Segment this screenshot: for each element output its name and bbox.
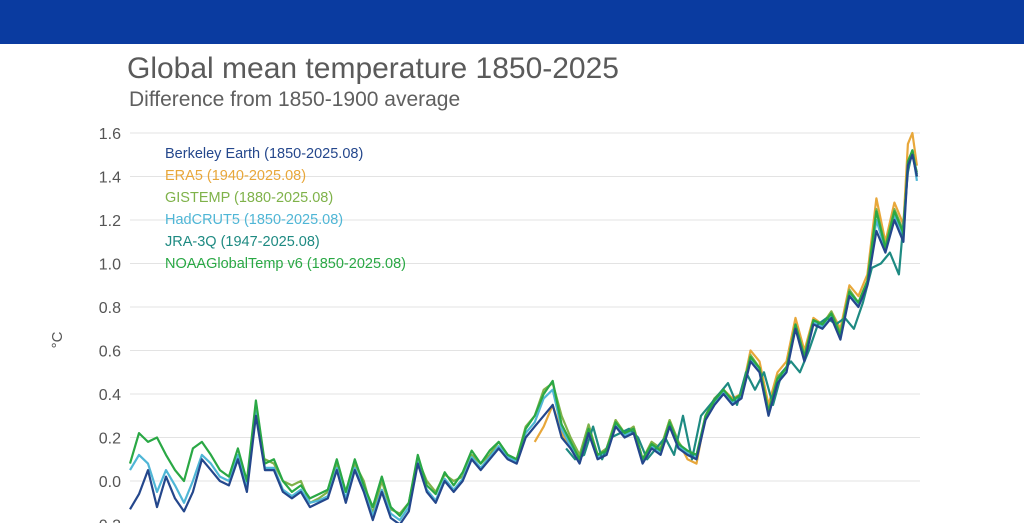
y-tick-label: 0.0 <box>99 474 121 491</box>
y-tick-label: 1.4 <box>99 170 121 187</box>
series-line-5 <box>128 149 918 517</box>
legend-entry: ERA5 (1940-2025.08) <box>165 168 306 184</box>
grid <box>130 132 920 482</box>
y-tick-label: 1.6 <box>99 126 121 143</box>
series-line-0 <box>129 153 918 523</box>
y-tick-label: 1.0 <box>99 257 121 274</box>
y-tick-label: 1.2 <box>99 213 121 230</box>
legend-entry: Berkeley Earth (1850-2025.08) <box>165 146 363 162</box>
legend-entry: NOAAGlobalTemp v6 (1850-2025.08) <box>165 256 406 272</box>
y-tick-label: 0.6 <box>99 344 121 361</box>
y-tick-label: 0.4 <box>99 387 121 404</box>
y-tick-label: 0.2 <box>99 431 121 448</box>
y-axis-ticks: -0.2 0.0 0.2 0.4 0.6 0.8 1.0 1.2 1.4 1.6 <box>93 126 121 523</box>
legend-entry: HadCRUT5 (1850-2025.08) <box>165 212 343 228</box>
series-line-4 <box>565 149 918 461</box>
y-tick-label: -0.2 <box>93 518 121 523</box>
y-axis-label: °C <box>49 331 66 348</box>
chart-subtitle: Difference from 1850-1900 average <box>129 88 461 111</box>
series-lines <box>128 131 918 523</box>
legend-entry: GISTEMP (1880-2025.08) <box>165 190 333 206</box>
legend-entry: JRA-3Q (1947-2025.08) <box>165 234 320 250</box>
y-tick-label: 0.8 <box>99 300 121 317</box>
series-line-2 <box>264 153 918 515</box>
chart-title: Global mean temperature 1850-2025 <box>127 52 619 85</box>
header-bar <box>0 0 1024 44</box>
legend: Berkeley Earth (1850-2025.08) ERA5 (1940-… <box>165 146 406 272</box>
